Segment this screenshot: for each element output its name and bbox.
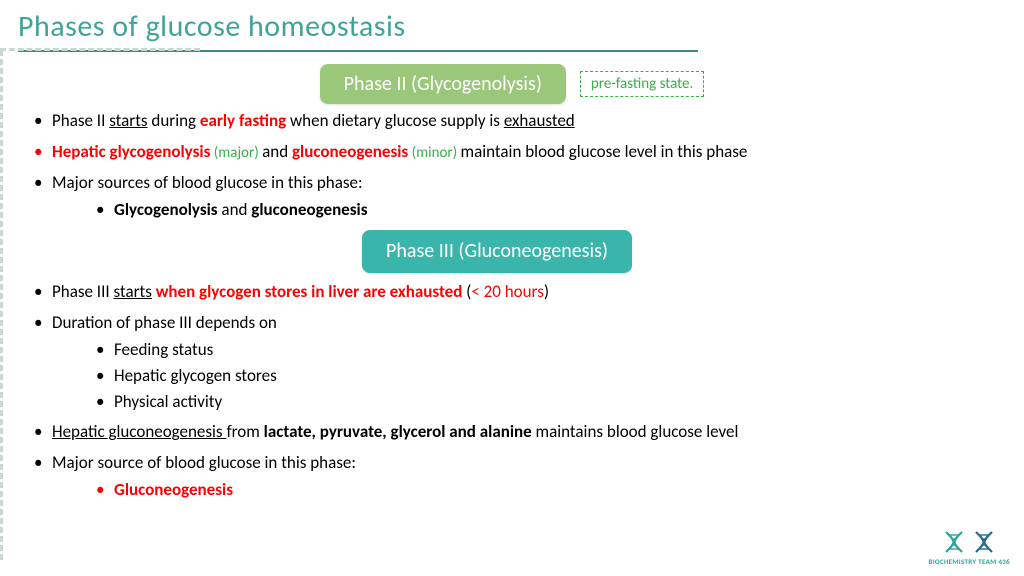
text: ( bbox=[462, 281, 471, 302]
text: maintains blood glucose level bbox=[532, 421, 739, 442]
text: Major sources of blood glucose in this p… bbox=[52, 172, 363, 193]
text-bold: Glycogenolysis bbox=[114, 199, 218, 220]
phase3-bullet-4: Major source of blood glucose in this ph… bbox=[30, 452, 964, 502]
text: and bbox=[218, 199, 252, 220]
text: maintain blood glucose level in this pha… bbox=[461, 141, 748, 162]
dashed-left-accent bbox=[0, 50, 6, 560]
text-bold-red: when glycogen stores in liver are exhaus… bbox=[156, 281, 463, 302]
slide-content: Phase II starts during early fasting whe… bbox=[0, 104, 1024, 502]
phase3-bullet-3: Hepatic gluconeogenesis from lactate, py… bbox=[30, 421, 964, 444]
text-underline: starts bbox=[114, 281, 152, 302]
phase2-bullet-2: Hepatic glycogenolysis (major) and gluco… bbox=[30, 141, 964, 164]
text: when dietary glucose supply is bbox=[286, 110, 504, 131]
text: Major source of blood glucose in this ph… bbox=[52, 452, 356, 473]
team-logo: BIOCHEMISTRY TEAM 436 bbox=[929, 528, 1010, 566]
phase2-bullet-3: Major sources of blood glucose in this p… bbox=[30, 172, 964, 222]
phase2-header: Phase II (Glycogenolysis) bbox=[320, 64, 566, 104]
text-underline: Hepatic gluconeogenesis bbox=[52, 421, 226, 442]
text-bold: gluconeogenesis bbox=[251, 199, 367, 220]
text: Phase II bbox=[52, 110, 109, 131]
phase3-header-row: Phase III (Gluconeogenesis) bbox=[30, 230, 964, 273]
phase3-sub-3: Physical activity bbox=[92, 391, 964, 414]
text: Feeding status bbox=[114, 339, 213, 360]
phase3-bullet-1: Phase III starts when glycogen stores in… bbox=[30, 281, 964, 304]
text: during bbox=[148, 110, 200, 131]
logo-text: BIOCHEMISTRY TEAM 436 bbox=[929, 557, 1010, 566]
dashed-top-accent bbox=[0, 48, 200, 51]
text: Hepatic glycogen stores bbox=[114, 365, 277, 386]
text: ) bbox=[544, 281, 549, 302]
text-bold-red: Hepatic glycogenolysis bbox=[52, 141, 210, 162]
text: Physical activity bbox=[114, 391, 222, 412]
phase3-sub-1: Feeding status bbox=[92, 339, 964, 362]
phase2-header-row: Phase II (Glycogenolysis) pre-fasting st… bbox=[0, 64, 1024, 104]
text-bold-red: gluconeogenesis bbox=[292, 141, 408, 162]
text-green-small: (major) bbox=[210, 144, 262, 162]
phase3-bullet-2: Duration of phase III depends on Feeding… bbox=[30, 312, 964, 414]
phase2-sub-1: Glycogenolysis and gluconeogenesis bbox=[92, 199, 964, 222]
text: Duration of phase III depends on bbox=[52, 312, 277, 333]
text-underline: starts bbox=[109, 110, 147, 131]
phase3-sub-2: Hepatic glycogen stores bbox=[92, 365, 964, 388]
dna-icon bbox=[942, 528, 996, 556]
text: from bbox=[226, 421, 263, 442]
text-green-small: (minor) bbox=[408, 144, 460, 162]
slide-title: Phases of glucose homeostasis bbox=[0, 0, 1024, 49]
text: and bbox=[262, 141, 292, 162]
text: Phase III bbox=[52, 281, 114, 302]
text-bold-red: Gluconeogenesis bbox=[114, 479, 233, 500]
phase3-header: Phase III (Gluconeogenesis) bbox=[362, 230, 632, 273]
text-bold: lactate, pyruvate, glycerol and alanine bbox=[264, 421, 532, 442]
text-underline: exhausted bbox=[504, 110, 575, 131]
text-bold-red: early fasting bbox=[200, 110, 286, 131]
prefasting-annotation: pre-fasting state. bbox=[580, 71, 704, 97]
text-red: < 20 hours bbox=[471, 281, 544, 302]
phase2-bullet-1: Phase II starts during early fasting whe… bbox=[30, 110, 964, 133]
phase3-sub-4: Gluconeogenesis bbox=[92, 479, 964, 502]
